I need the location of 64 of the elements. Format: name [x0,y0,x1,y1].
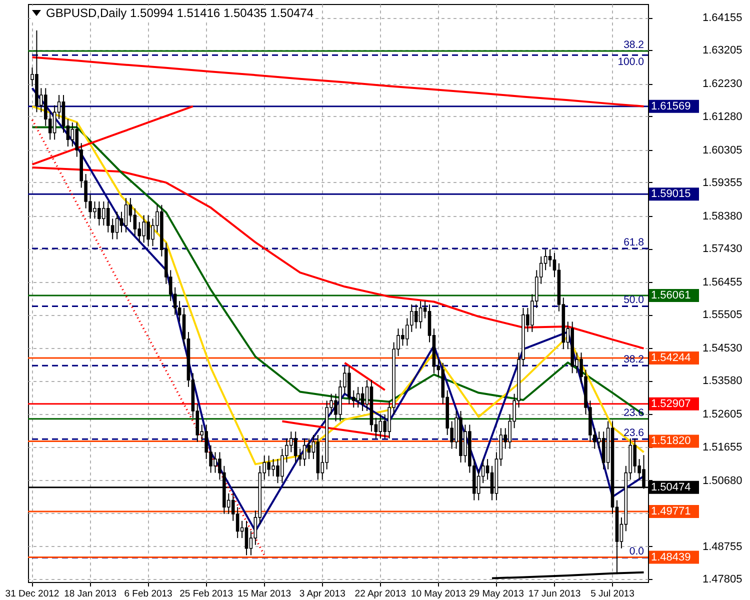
candlestick [378,414,382,439]
line-series [31,56,645,108]
candlestick [52,104,56,140]
y-tick-label: 1.62230 [702,78,742,90]
x-tick-label: 10 May 2013 [410,588,466,600]
y-tick-label: 1.48755 [702,540,742,553]
ref-line-label: 1.61569 [651,100,691,112]
y-tick-label: 1.60305 [702,144,742,156]
candlestick [414,304,418,330]
x-tick-label: 5 Jul 2013 [590,588,634,600]
candlestick [70,122,74,148]
chart-title: GBPUSD,Daily 1.50994 1.51416 1.50435 1.50474 [46,6,314,20]
candlestick [307,438,311,460]
annotation: 50.0 [624,294,644,306]
y-tick-label: 1.63205 [702,44,742,57]
candlestick [124,198,128,233]
x-tick-label: 3 Apr 2013 [299,588,346,600]
annotation: 100.0 [618,56,644,68]
x-tick-label: 6 Feb 2013 [124,588,172,600]
y-tick-label: 1.64155 [702,12,742,24]
candlestick [289,431,293,453]
y-tick-label: 1.54530 [702,342,742,355]
y-tick-label: 1.51655 [702,441,742,454]
candlestick [115,211,119,240]
candlestick [294,431,298,463]
x-tick-label: 31 Dec 2012 [5,588,60,600]
y-tick-label: 1.57430 [702,243,742,256]
y-tick-label: 1.55505 [702,309,742,322]
y-tick-label: 1.58380 [702,210,742,222]
x-tick-label: 18 Jan 2013 [64,588,116,600]
candlestick [418,300,422,330]
candlestick [106,200,110,233]
candlestick [244,520,248,556]
ref-line-label: 1.56061 [651,290,691,302]
candlestick [133,208,137,236]
y-tick-label: 1.56455 [702,276,742,289]
ref-line-label: 1.49771 [651,506,691,518]
y-tick-label: 1.52605 [702,408,742,421]
x-tick-label: 25 Feb 2013 [180,588,233,600]
candlestick [360,386,364,412]
y-tick-label: 1.53580 [702,375,742,388]
y-tick-label: 1.47805 [702,574,742,586]
ref-line-label: 1.54244 [651,352,691,364]
y-tick-label: 1.50680 [702,474,742,487]
candlestick [548,249,552,268]
annotation: 61.8 [624,236,644,249]
y-tick-label: 1.61280 [702,110,742,123]
ref-line-label: 1.59015 [651,188,691,200]
annotation: 23.6 [624,427,644,440]
ref-line-label: 1.50474 [651,481,691,494]
candlestick [356,386,360,408]
annotation: 38.2 [624,39,644,52]
ref-line-label: 1.48439 [651,551,691,564]
annotation: 0.0 [629,546,644,558]
ref-line-label: 1.52907 [651,398,691,410]
x-tick-label: 22 Apr 2013 [354,588,406,600]
ref-line-label: 1.51820 [651,435,691,448]
y-tick-label: 1.59355 [702,176,742,189]
x-tick-label: 29 May 2013 [468,588,524,600]
x-tick-label: 15 Mar 2013 [238,588,292,600]
line-series [281,420,390,438]
line-series [31,105,645,466]
x-tick-label: 17 Jun 2013 [528,588,581,600]
candlestick [302,438,306,466]
